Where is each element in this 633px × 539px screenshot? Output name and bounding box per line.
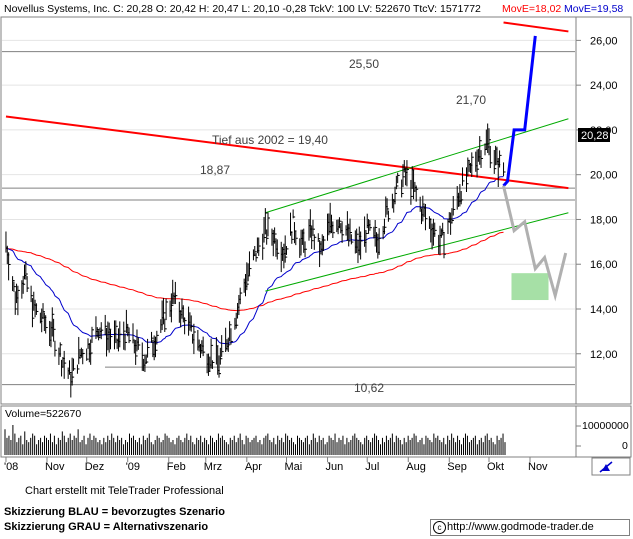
y-tick-label: 14,00 <box>590 304 618 316</box>
scenarios <box>502 35 568 302</box>
y-tick-label: 26,00 <box>590 35 618 47</box>
horizontal-levels <box>2 51 575 386</box>
grid-lines <box>2 39 575 355</box>
volume-y-axis: 10000000 0 <box>576 420 629 452</box>
chart-credit: Chart erstellt mit TeleTrader Profession… <box>25 485 224 497</box>
target-zone-rect <box>511 273 549 301</box>
time-x-axis: '08 Nov Dez '09 Feb Mrz Apr Mai Jun Jul Aug Sep Okt N… <box>4 457 548 473</box>
scenario-path <box>502 185 568 302</box>
current-price-tag: 20,28 <box>578 128 610 142</box>
quote-line: Novellus Systems, Inc. C: 20,28 O: 20,42… <box>4 3 481 15</box>
label-21-70: 21,70 <box>456 93 486 107</box>
x-tick-label: Nov <box>528 461 548 473</box>
label-25-50: 25,50 <box>349 57 379 71</box>
x-tick-label: '09 <box>126 461 140 473</box>
ma1-label: MovE=18,02 <box>502 3 561 15</box>
y-tick-label: 12,00 <box>590 349 618 361</box>
volume-y-tick-label: 10000000 <box>582 420 629 432</box>
x-tick-label: Feb <box>167 461 186 473</box>
x-tick-label: Mrz <box>204 461 222 473</box>
drawing-tool-icon[interactable] <box>591 457 631 476</box>
website-link[interactable]: http://www.godmode-trader.de <box>447 521 594 533</box>
price-bars <box>5 123 506 398</box>
y-tick-label: 18,00 <box>590 214 618 226</box>
y-tick-label: 24,00 <box>590 80 618 92</box>
volume-bars <box>4 425 506 455</box>
label-10-62: 10,62 <box>354 381 384 395</box>
x-tick-label: Dez <box>85 461 105 473</box>
ma2-label: MovE=19,58 <box>564 3 623 15</box>
x-tick-label: Nov <box>45 461 65 473</box>
legend-blue-scenario: Skizzierung BLAU = bevorzugtes Szenario <box>4 506 225 518</box>
moving-average-line <box>5 231 504 312</box>
trendline-resistance <box>5 115 569 190</box>
label-tief-2002: Tief aus 2002 = 19,40 <box>212 133 328 147</box>
x-tick-label: Aug <box>406 461 426 473</box>
scenario-path <box>502 35 537 187</box>
legend-grey-scenario: Skizzierung GRAU = Alternativszenario <box>4 521 209 533</box>
website-box[interactable]: c http://www.godmode-trader.de <box>430 519 630 536</box>
trendline-resistance <box>503 21 569 33</box>
copyright-icon: c <box>433 521 446 534</box>
price-panel-frame <box>0 16 632 405</box>
volume-label: Volume=522670 <box>5 408 81 420</box>
y-tick-label: 20,00 <box>590 170 618 182</box>
price-tag-box <box>578 128 610 142</box>
x-tick-label: '08 <box>4 461 18 473</box>
trendline-channel <box>265 118 569 214</box>
x-tick-label: Okt <box>487 461 504 473</box>
y-tick-label: 16,00 <box>590 259 618 271</box>
label-18-87: 18,87 <box>200 163 230 177</box>
target-zone <box>511 273 549 301</box>
annotations: 25,50 21,70 Tief aus 2002 = 19,40 18,87 … <box>200 57 486 395</box>
x-tick-label: Apr <box>245 461 262 473</box>
volume-y-tick-label: 0 <box>622 440 628 452</box>
x-tick-label: Jun <box>326 461 344 473</box>
x-tick-label: Sep <box>447 461 467 473</box>
x-tick-label: Mai <box>285 461 303 473</box>
x-tick-label: Jul <box>365 461 379 473</box>
price-tag-text: 20,28 <box>581 130 609 142</box>
